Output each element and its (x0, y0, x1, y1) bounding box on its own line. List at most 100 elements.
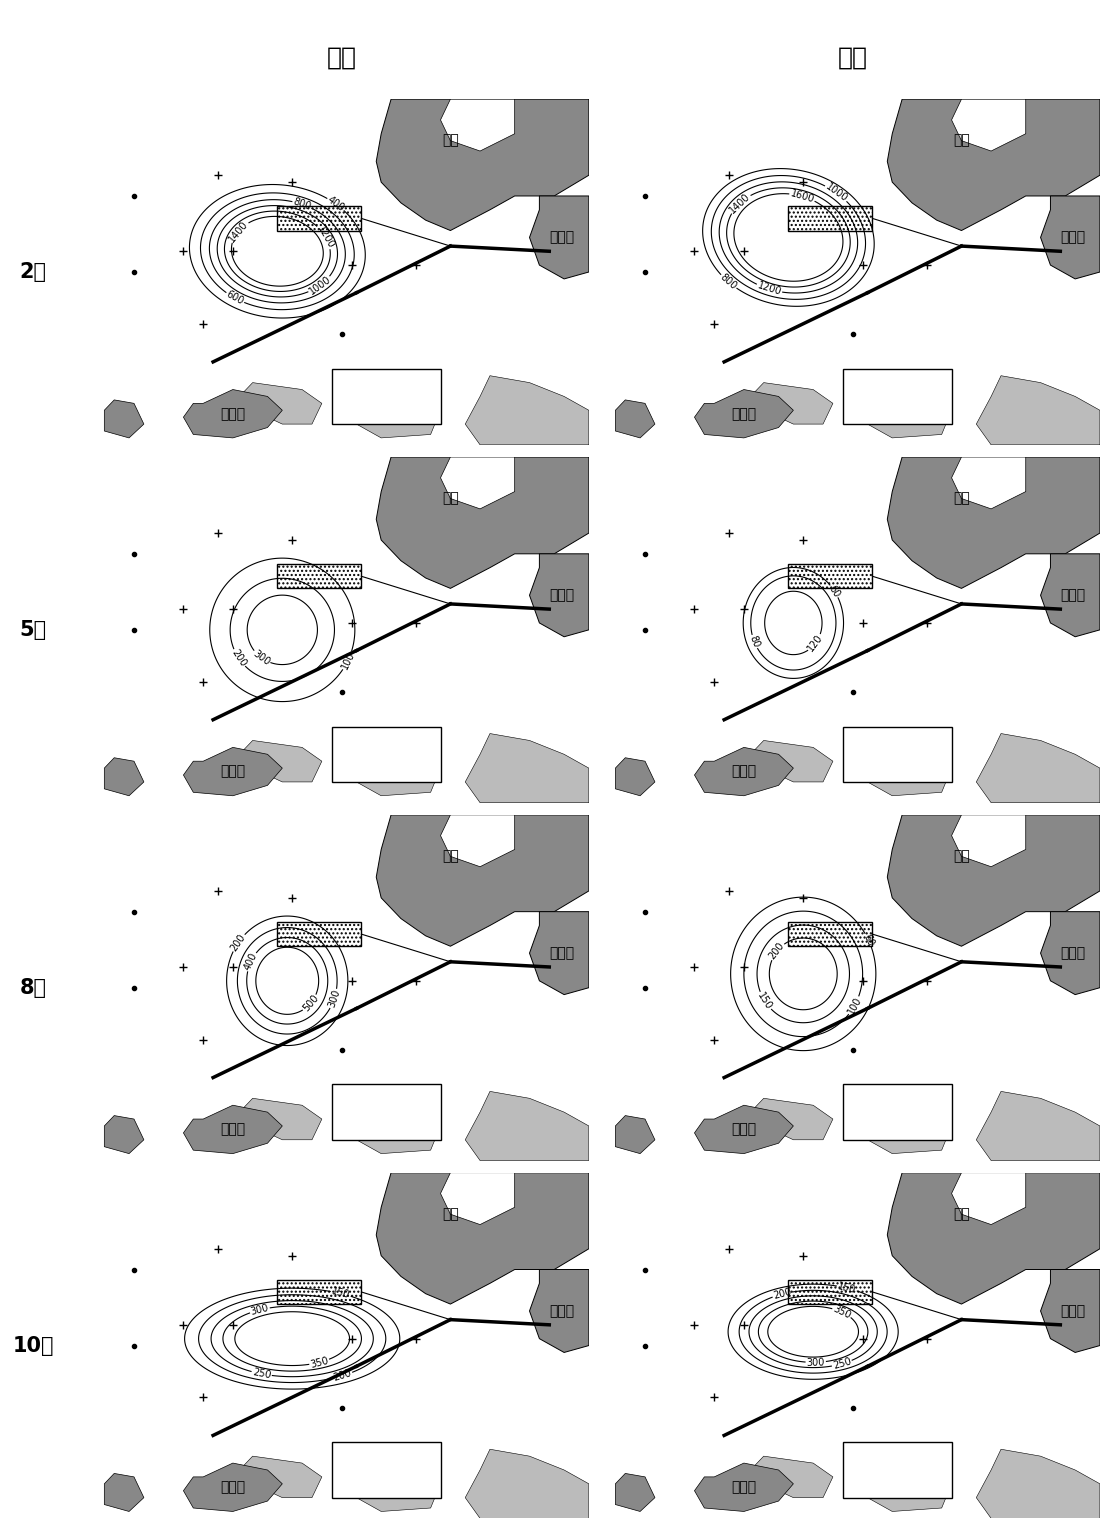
Polygon shape (615, 1116, 655, 1154)
Polygon shape (377, 458, 589, 589)
Text: 송도: 송도 (442, 134, 459, 148)
Text: 600: 600 (224, 290, 246, 307)
Polygon shape (183, 1105, 282, 1154)
Text: 안산시: 안산시 (549, 946, 574, 960)
Text: 1400: 1400 (728, 191, 752, 215)
Polygon shape (868, 748, 951, 795)
Text: 250: 250 (832, 1357, 852, 1372)
Text: 대부도: 대부도 (731, 765, 757, 778)
Text: 송도: 송도 (953, 1207, 970, 1221)
Polygon shape (753, 1099, 833, 1140)
Text: 2월: 2월 (20, 262, 47, 282)
Polygon shape (466, 734, 589, 803)
Polygon shape (377, 1172, 589, 1305)
Polygon shape (977, 734, 1100, 803)
Text: 저층: 저층 (838, 46, 868, 70)
Polygon shape (615, 758, 655, 795)
Polygon shape (377, 1116, 421, 1140)
Polygon shape (888, 758, 932, 781)
Polygon shape (242, 1099, 322, 1140)
Polygon shape (440, 99, 514, 151)
Polygon shape (104, 400, 144, 438)
Text: 1600: 1600 (789, 188, 815, 204)
Text: 80: 80 (748, 635, 761, 649)
Text: 안산시: 안산시 (1060, 946, 1085, 960)
Bar (278, 206, 361, 230)
Text: 송도: 송도 (442, 1207, 459, 1221)
Polygon shape (1041, 195, 1100, 279)
Polygon shape (977, 1091, 1100, 1161)
Text: 5월: 5월 (20, 620, 47, 639)
Text: 대부도: 대부도 (220, 1123, 246, 1137)
Polygon shape (694, 748, 793, 795)
Polygon shape (183, 1463, 282, 1511)
Text: 300: 300 (250, 1303, 270, 1317)
Text: 150: 150 (331, 1286, 351, 1300)
Text: 250: 250 (251, 1367, 272, 1381)
Polygon shape (615, 400, 655, 438)
Text: 대부도: 대부도 (731, 1480, 757, 1494)
Text: 안산시: 안산시 (549, 1305, 574, 1318)
Text: 300: 300 (807, 1357, 825, 1367)
Polygon shape (1041, 911, 1100, 995)
Bar (278, 922, 361, 946)
Text: 대부도: 대부도 (220, 407, 246, 421)
Bar (332, 726, 440, 781)
Text: 대부도: 대부도 (220, 765, 246, 778)
Polygon shape (694, 1463, 793, 1511)
Polygon shape (530, 195, 589, 279)
Polygon shape (951, 458, 1025, 508)
Bar (278, 1280, 361, 1305)
Polygon shape (104, 758, 144, 795)
Bar (278, 565, 361, 589)
Polygon shape (357, 1105, 440, 1154)
Bar (789, 922, 872, 946)
Text: 200: 200 (768, 942, 787, 961)
Polygon shape (183, 389, 282, 438)
Polygon shape (977, 1450, 1100, 1518)
Polygon shape (753, 383, 833, 424)
Polygon shape (868, 1463, 951, 1511)
Text: 안산시: 안산시 (1060, 230, 1085, 244)
Text: 300: 300 (327, 989, 342, 1009)
Polygon shape (888, 458, 1100, 589)
Polygon shape (530, 1270, 589, 1352)
Text: 100: 100 (845, 995, 863, 1016)
Polygon shape (753, 740, 833, 781)
Polygon shape (466, 1450, 589, 1518)
Polygon shape (466, 375, 589, 446)
Text: 800: 800 (718, 272, 739, 291)
Bar (843, 1085, 951, 1140)
Polygon shape (183, 748, 282, 795)
Polygon shape (377, 400, 421, 424)
Polygon shape (357, 1463, 440, 1511)
Text: 120: 120 (805, 633, 825, 653)
Polygon shape (888, 400, 932, 424)
Text: 350: 350 (309, 1355, 330, 1369)
Text: 8월: 8월 (20, 978, 47, 998)
Polygon shape (377, 1474, 421, 1497)
Polygon shape (440, 1172, 514, 1224)
Polygon shape (377, 815, 589, 946)
Polygon shape (951, 815, 1025, 867)
Polygon shape (888, 1172, 1100, 1305)
Text: 1200: 1200 (755, 281, 782, 298)
Text: 150: 150 (755, 990, 774, 1012)
Polygon shape (104, 1116, 144, 1154)
Text: 표층: 표층 (327, 46, 357, 70)
Text: 대부도: 대부도 (731, 407, 757, 421)
Text: 400: 400 (326, 195, 347, 214)
Text: 150: 150 (837, 1280, 857, 1296)
Polygon shape (104, 1474, 144, 1511)
Text: 송도: 송도 (953, 850, 970, 864)
Text: 500: 500 (301, 993, 320, 1013)
Polygon shape (530, 911, 589, 995)
Text: 안산시: 안산시 (549, 589, 574, 603)
Bar (843, 726, 951, 781)
Text: 400: 400 (242, 951, 259, 972)
Bar (789, 1280, 872, 1305)
Bar (332, 1442, 440, 1497)
Text: 대부도: 대부도 (731, 1123, 757, 1137)
Text: 대부도: 대부도 (220, 1480, 246, 1494)
Text: 60: 60 (827, 583, 842, 600)
